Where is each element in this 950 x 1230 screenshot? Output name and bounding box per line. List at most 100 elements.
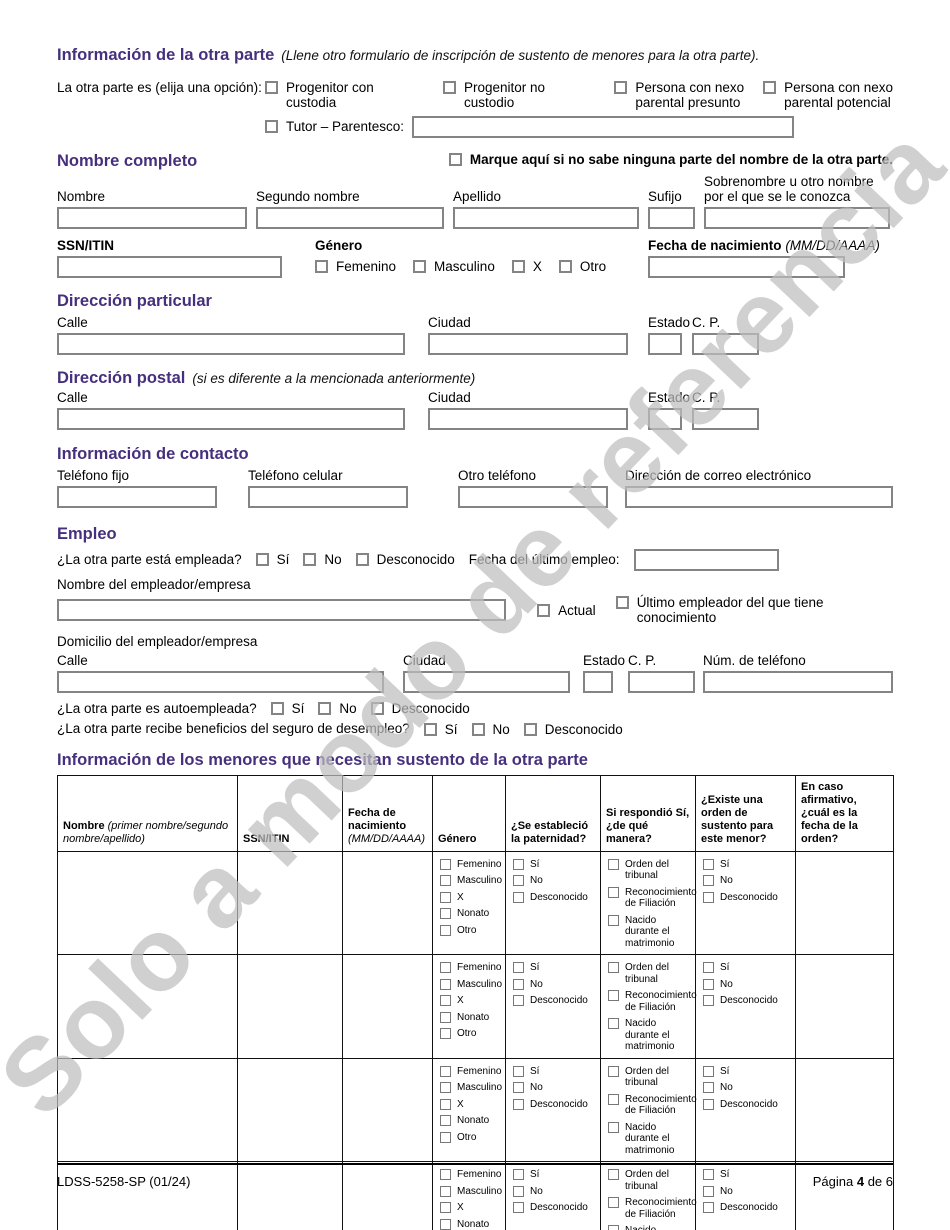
order-no-checkbox[interactable]: No	[703, 978, 791, 991]
paternity-unknown-checkbox[interactable]: Desconocido	[513, 1202, 596, 1214]
paternity-yes-checkbox[interactable]: Sí	[513, 1065, 596, 1078]
checkbox-icon[interactable]	[608, 1225, 619, 1230]
checkbox-icon[interactable]	[608, 962, 619, 974]
child-gender-femenino-checkbox[interactable]: Femenino	[440, 1065, 501, 1078]
child-gender-masculino-checkbox[interactable]: Masculino	[440, 1082, 502, 1094]
checkbox-icon[interactable]	[614, 80, 628, 94]
checkbox-icon[interactable]	[440, 1028, 451, 1040]
checkbox-icon[interactable]	[513, 875, 524, 887]
order-yes-checkbox[interactable]: Sí	[703, 1065, 791, 1078]
child-dob-cell[interactable]	[342, 850, 433, 956]
order-unknown-checkbox[interactable]: Desconocido	[703, 891, 791, 904]
name-unknown-checkbox[interactable]: Marque aquí si no sabe ninguna parte del…	[448, 152, 893, 167]
checkbox-icon[interactable]	[703, 875, 714, 887]
child-gender-masculino-checkbox[interactable]: Masculino	[440, 978, 502, 991]
manner-acknowledgment-checkbox[interactable]: Reconocimiento de Filiación	[608, 1197, 697, 1220]
checkbox-icon[interactable]	[703, 1185, 714, 1197]
checkbox-icon[interactable]	[537, 603, 551, 617]
child-gender-nonato-checkbox[interactable]: Nonato	[440, 1115, 501, 1127]
checkbox-icon[interactable]	[440, 875, 451, 887]
child-gender-femenino-checkbox[interactable]: Femenino	[440, 962, 501, 974]
ssn-input[interactable]	[57, 255, 282, 278]
checkbox-icon[interactable]	[523, 722, 537, 736]
checkbox-icon[interactable]	[440, 1082, 451, 1094]
employer-phone-input[interactable]	[703, 670, 893, 693]
paternity-unknown-checkbox[interactable]: Desconocido	[513, 1098, 596, 1111]
manner-court-order-checkbox[interactable]: Orden del tribunal	[608, 858, 691, 882]
checkbox-icon[interactable]	[440, 1185, 451, 1197]
checkbox-icon[interactable]	[440, 1202, 451, 1214]
checkbox-icon[interactable]	[703, 891, 714, 903]
middle-name-input[interactable]	[256, 206, 444, 229]
checkbox-icon[interactable]	[440, 978, 451, 990]
child-gender-x-checkbox[interactable]: X	[440, 891, 501, 904]
child-gender-otro-checkbox[interactable]: Otro	[440, 924, 501, 937]
order-no-checkbox[interactable]: No	[703, 1185, 791, 1198]
employer-city-input[interactable]	[403, 670, 570, 693]
manner-acknowledgment-checkbox[interactable]: Reconocimiento de Filiación	[608, 990, 697, 1013]
checkbox-icon[interactable]	[703, 995, 714, 1007]
child-ssn-cell[interactable]	[237, 850, 343, 956]
paternity-unknown-checkbox[interactable]: Desconocido	[513, 995, 596, 1007]
checkbox-icon[interactable]	[265, 80, 278, 94]
checkbox-icon[interactable]	[703, 962, 714, 974]
option-potential-parent-checkbox[interactable]: Persona con nexo parental potencial	[763, 80, 893, 110]
mailing-street-input[interactable]	[57, 407, 405, 430]
checkbox-icon[interactable]	[440, 908, 451, 920]
checkbox-icon[interactable]	[608, 1121, 619, 1133]
checkbox-icon[interactable]	[608, 1169, 619, 1181]
child-order-date-cell[interactable]	[795, 1161, 894, 1230]
cell-phone-input[interactable]	[248, 485, 408, 508]
child-ssn-cell[interactable]	[237, 1057, 343, 1163]
option-noncustodial-parent-checkbox[interactable]: Progenitor no custodio	[442, 80, 595, 110]
employer-current-checkbox[interactable]: Actual	[537, 603, 596, 618]
checkbox-icon[interactable]	[703, 1202, 714, 1214]
order-no-checkbox[interactable]: No	[703, 875, 791, 887]
checkbox-icon[interactable]	[440, 995, 451, 1007]
checkbox-icon[interactable]	[763, 80, 777, 94]
unemployment-yes-checkbox[interactable]: Sí	[423, 722, 458, 737]
child-gender-otro-checkbox[interactable]: Otro	[440, 1028, 501, 1040]
checkbox-icon[interactable]	[703, 978, 714, 990]
home-phone-input[interactable]	[57, 485, 217, 508]
checkbox-icon[interactable]	[315, 260, 328, 274]
checkbox-icon[interactable]	[608, 1197, 619, 1209]
gender-masculino-checkbox[interactable]: Masculino	[413, 259, 495, 274]
checkbox-icon[interactable]	[703, 1065, 714, 1077]
child-gender-femenino-checkbox[interactable]: Femenino	[440, 858, 501, 871]
checkbox-icon[interactable]	[513, 978, 524, 990]
child-order-date-cell[interactable]	[795, 850, 894, 956]
mailing-state-input[interactable]	[648, 407, 682, 430]
checkbox-icon[interactable]	[703, 1082, 714, 1094]
checkbox-icon[interactable]	[440, 1115, 451, 1127]
employer-name-input[interactable]	[57, 599, 507, 622]
child-gender-masculino-checkbox[interactable]: Masculino	[440, 1185, 502, 1198]
self-employed-no-checkbox[interactable]: No	[318, 701, 357, 716]
child-gender-otro-checkbox[interactable]: Otro	[440, 1131, 501, 1144]
child-gender-x-checkbox[interactable]: X	[440, 995, 501, 1007]
paternity-unknown-checkbox[interactable]: Desconocido	[513, 891, 596, 904]
manner-court-order-checkbox[interactable]: Orden del tribunal	[608, 1169, 691, 1192]
checkbox-icon[interactable]	[703, 858, 714, 870]
child-name-cell[interactable]	[57, 954, 238, 1059]
child-name-cell[interactable]	[57, 1161, 238, 1230]
paternity-no-checkbox[interactable]: No	[513, 978, 596, 991]
checkbox-icon[interactable]	[608, 990, 619, 1002]
child-gender-nonato-checkbox[interactable]: Nonato	[440, 1218, 501, 1230]
self-employed-yes-checkbox[interactable]: Sí	[270, 701, 304, 716]
unemployment-no-checkbox[interactable]: No	[471, 722, 510, 737]
checkbox-icon[interactable]	[303, 553, 317, 567]
checkbox-icon[interactable]	[608, 886, 619, 898]
checkbox-icon[interactable]	[513, 858, 524, 870]
checkbox-icon[interactable]	[513, 1082, 524, 1094]
last-name-input[interactable]	[453, 206, 639, 229]
manner-court-order-checkbox[interactable]: Orden del tribunal	[608, 1065, 691, 1089]
mailing-zip-input[interactable]	[692, 407, 759, 430]
checkbox-icon[interactable]	[608, 858, 619, 870]
order-unknown-checkbox[interactable]: Desconocido	[703, 1202, 791, 1214]
checkbox-icon[interactable]	[440, 1011, 451, 1023]
child-gender-x-checkbox[interactable]: X	[440, 1202, 501, 1214]
checkbox-icon[interactable]	[440, 924, 451, 936]
first-name-input[interactable]	[57, 206, 247, 229]
checkbox-icon[interactable]	[440, 891, 451, 903]
